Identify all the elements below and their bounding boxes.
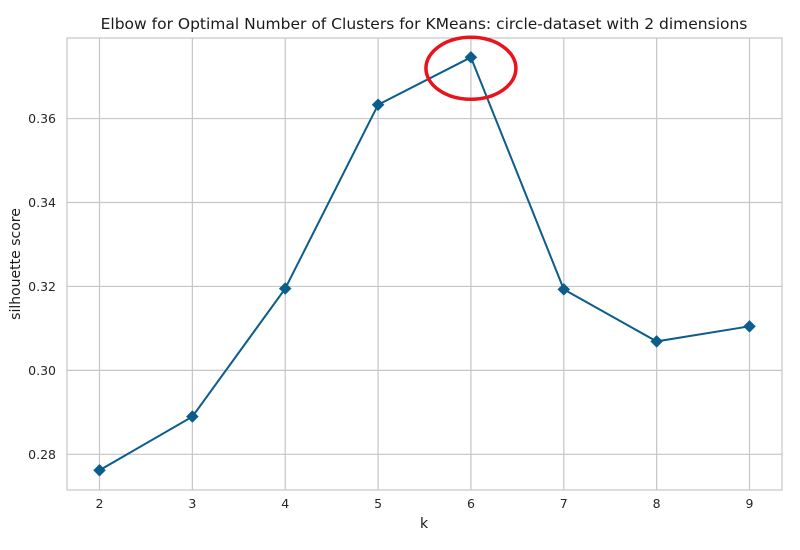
x-tick-label: 9 xyxy=(746,496,754,511)
y-tick-label: 0.30 xyxy=(28,363,56,378)
x-tick-label: 7 xyxy=(560,496,568,511)
x-tick-label: 8 xyxy=(653,496,661,511)
plot-frame xyxy=(66,37,783,491)
y-tick-label: 0.28 xyxy=(28,447,56,462)
silhouette-score-line xyxy=(98,55,750,472)
y-tick-label: 0.32 xyxy=(28,279,56,294)
y-axis-label: silhouette score xyxy=(8,208,24,320)
tick-labels: 2 3 4 5 6 7 8 9 0.28 0.30 0.32 0.34 0.36 xyxy=(28,111,753,511)
y-tick-label: 0.36 xyxy=(28,111,56,126)
data-point-marker xyxy=(93,463,106,477)
x-tick-label: 5 xyxy=(374,496,382,511)
data-point-marker xyxy=(464,50,478,64)
y-tick-label: 0.34 xyxy=(28,195,56,210)
x-tick-label: 6 xyxy=(467,496,475,511)
data-point-marker xyxy=(371,98,385,112)
data-point-marker xyxy=(557,283,571,296)
x-tick-label: 4 xyxy=(281,496,289,511)
optimal-k-highlight-circle xyxy=(424,35,518,102)
x-tick-label: 2 xyxy=(96,496,104,511)
data-point-marker xyxy=(743,319,756,333)
data-point-marker xyxy=(186,410,199,423)
grid-lines xyxy=(67,38,782,490)
chart-title: Elbow for Optimal Number of Clusters for… xyxy=(101,15,748,33)
x-tick-label: 3 xyxy=(188,496,196,511)
data-point-marker xyxy=(650,335,663,348)
x-axis-label: k xyxy=(420,516,429,532)
data-point-marker xyxy=(278,282,292,295)
data-markers xyxy=(93,50,756,477)
